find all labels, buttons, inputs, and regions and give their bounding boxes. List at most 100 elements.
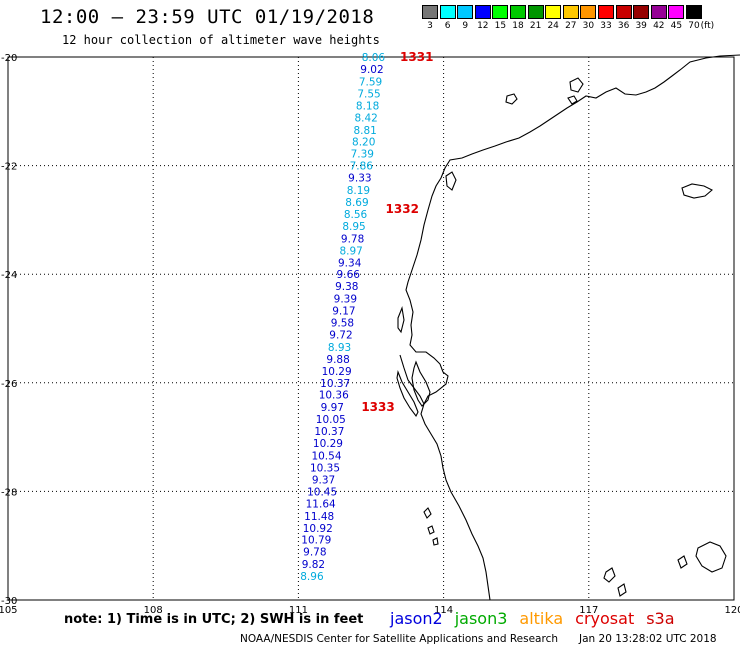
island-dampier	[569, 77, 584, 93]
note-text: note: 1) Time is in UTC; 2) SWH is in fe…	[64, 612, 364, 627]
wave-height-value: 9.72	[329, 329, 352, 341]
legend-label: 27	[565, 21, 577, 31]
wave-height-value: 9.97	[321, 402, 344, 414]
lat-tick-label: -24	[1, 270, 17, 281]
island-abrolhos-b	[427, 525, 435, 535]
lat-tick-label: -28	[1, 487, 17, 498]
dirk-hartog-island	[396, 369, 419, 418]
legend-swatch	[527, 5, 544, 19]
legend-swatch	[457, 5, 474, 19]
wave-height-value: 7.86	[350, 161, 374, 173]
wave-height-value: 10.37	[320, 378, 350, 390]
mission-label: cryosat	[575, 609, 635, 628]
legend-swatch	[439, 5, 456, 19]
legend-label: 70	[688, 21, 700, 31]
legend-swatch	[492, 5, 509, 19]
wave-height-value: 9.88	[326, 354, 349, 366]
island-abrolhos-c	[432, 537, 439, 546]
pass-number-label: 1332	[386, 202, 419, 216]
wave-height-value: 8.19	[347, 185, 370, 197]
legend-swatch	[650, 5, 667, 19]
wave-height-value: 9.34	[338, 257, 362, 269]
legend-label: 6	[444, 21, 451, 31]
wave-height-value: 8.69	[345, 197, 368, 209]
wave-height-value: 8.96	[300, 571, 324, 583]
legend-label: 15	[494, 21, 507, 31]
lon-tick-label: 117	[579, 605, 598, 616]
legend-label: 36	[617, 21, 630, 31]
coastline	[396, 54, 740, 601]
mission-label: jason3	[454, 609, 508, 628]
wave-height-value: 9.78	[303, 547, 326, 559]
legend-swatch	[545, 5, 562, 19]
interior-lake-a	[695, 541, 727, 573]
peron-peninsula	[411, 360, 431, 407]
legend-label: 39	[635, 21, 647, 31]
lat-tick-label: -22	[1, 162, 17, 173]
wave-height-value: 10.29	[322, 366, 352, 378]
wave-height-value: 9.33	[348, 173, 371, 185]
legend-label: 30	[582, 21, 595, 31]
legend-label: 45	[670, 21, 683, 31]
wave-height-value: 10.36	[319, 390, 349, 402]
lat-tick-label: -20	[1, 53, 17, 64]
interior-lake-d	[677, 555, 688, 569]
legend-label: 24	[547, 21, 559, 31]
legend-label: 12	[477, 21, 489, 31]
island-bernier	[397, 305, 405, 334]
map-frame	[7, 56, 735, 601]
wave-height-value: 10.54	[311, 451, 341, 463]
legend-swatch	[615, 5, 632, 19]
legend-swatch	[633, 5, 650, 19]
legend-unit: (ft)	[700, 21, 715, 31]
wave-height-values: 8.069.027.597.558.188.428.818.207.397.86…	[300, 52, 385, 583]
wave-height-value: 8.81	[353, 125, 376, 137]
lat-tick-label: -26	[1, 379, 17, 390]
pass-number-label: 1333	[361, 400, 394, 414]
legend-swatch	[510, 5, 526, 19]
wave-height-value: 8.06	[362, 52, 386, 64]
wave-height-value: 8.18	[356, 100, 379, 112]
legend-label: 42	[653, 21, 665, 31]
legend-label: 18	[512, 21, 524, 31]
wave-height-value: 7.55	[357, 88, 380, 100]
legend-swatch	[562, 5, 579, 19]
wave-height-value: 8.97	[339, 245, 362, 257]
wave-height-value: 10.79	[301, 535, 331, 547]
wave-height-value: 9.58	[331, 318, 354, 330]
mission-label: jason2	[390, 609, 443, 628]
lat-lon-grid: 105 108 111 114 117 120 -20 -22 -24 -26 -28 -30	[0, 53, 740, 616]
wave-height-value: 7.39	[351, 149, 374, 161]
island-ningaloo	[445, 171, 457, 191]
island-north	[567, 95, 578, 105]
shark-bay-peninsula	[399, 354, 425, 405]
interior-lake-b	[603, 567, 616, 583]
legend-swatch	[686, 5, 702, 19]
lon-tick-label: 111	[289, 605, 308, 616]
wave-height-value: 10.92	[303, 523, 333, 535]
wave-height-value: 8.93	[328, 342, 351, 354]
legend-swatch	[474, 5, 491, 19]
lon-tick-label: 114	[434, 605, 453, 616]
pass-numbers: 1331 1332 1333	[361, 50, 433, 414]
wave-height-value: 9.78	[341, 233, 364, 245]
legend-swatch	[668, 5, 685, 19]
island-east	[681, 183, 713, 199]
mission-legend: jason2 jason3 altika cryosat s3a	[390, 609, 687, 628]
wave-height-value: 8.56	[344, 209, 368, 221]
legend-swatch	[580, 5, 597, 19]
wave-height-value: 7.59	[359, 76, 382, 88]
color-legend: 3 6 9 12 15 18 21 24 27 30 33 36 39 42 45 70 (ft)	[422, 5, 728, 35]
mainland-coastline	[405, 54, 740, 601]
legend-label: 33	[600, 21, 612, 31]
wave-height-value: 10.37	[314, 426, 344, 438]
wave-height-value: 10.29	[313, 438, 343, 450]
wave-height-value: 8.42	[354, 112, 377, 124]
lat-tick-label: -30	[1, 596, 17, 607]
wave-height-value: 9.82	[302, 559, 325, 571]
wave-height-value: 11.48	[304, 511, 334, 523]
wave-height-value: 11.64	[306, 498, 336, 510]
interior-lake-c	[617, 583, 627, 597]
wave-height-value: 10.35	[310, 463, 340, 475]
island-abrolhos-a	[423, 507, 432, 519]
